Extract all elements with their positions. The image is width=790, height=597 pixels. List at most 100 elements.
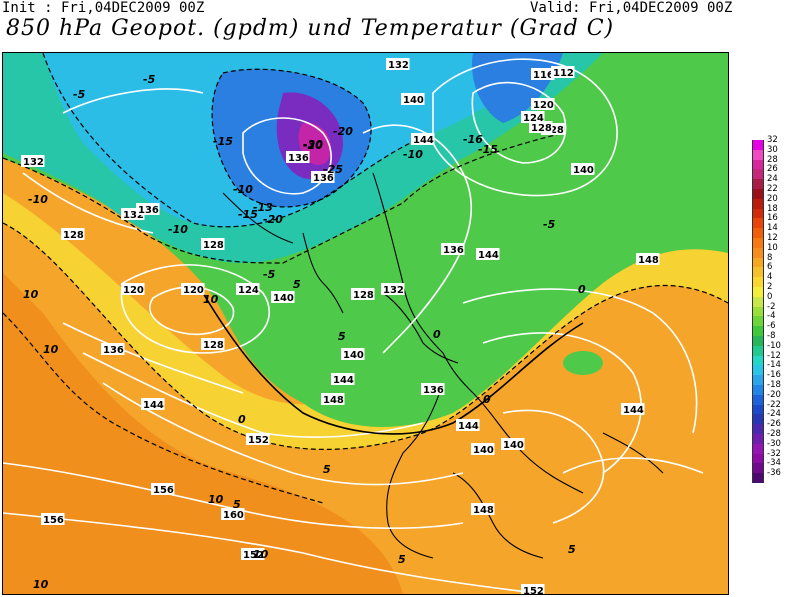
colorbar-label: -12	[767, 350, 781, 361]
height-label: 128	[63, 230, 84, 241]
colorbar-cell	[752, 404, 764, 415]
colorbar-label: -32	[767, 448, 781, 459]
height-label: 128	[353, 290, 374, 301]
temperature-label: -15	[478, 143, 498, 156]
colorbar-label: -26	[767, 419, 781, 430]
colorbar-cell	[752, 345, 764, 356]
temperature-label: -20	[303, 139, 323, 152]
temperature-label: -10	[168, 223, 188, 236]
height-label: 128	[203, 340, 224, 351]
height-label: 160	[223, 510, 244, 521]
colorbar-label: 4	[767, 272, 773, 283]
weather-map: 156 156 160 152 148 148 144 144 144 140 140 136 136 1…	[2, 52, 729, 595]
colorbar-cell	[752, 296, 764, 307]
colorbar-label: -4	[767, 311, 776, 322]
colorbar-label: 18	[767, 203, 778, 214]
temperature-label: -25	[323, 163, 343, 176]
height-label: 120	[123, 285, 144, 296]
height-label: 136	[103, 345, 124, 356]
height-label: 156	[43, 515, 64, 526]
height-label-bg	[471, 443, 495, 455]
colorbar-cell	[752, 443, 764, 454]
colorbar-cell	[752, 365, 764, 376]
temperature-label: 10	[253, 548, 269, 561]
temperature-label: 0	[433, 328, 441, 341]
temperature-label: -10	[233, 183, 253, 196]
colorbar-cell	[752, 306, 764, 317]
zero-isotherm	[202, 292, 584, 435]
init-time: Init : Fri,04DEC2009 00Z	[2, 0, 205, 16]
height-label-bg	[101, 343, 125, 355]
colorbar-label: -2	[767, 301, 776, 312]
height-label: 148	[473, 505, 494, 516]
height-label: 120	[183, 285, 204, 296]
height-label: 144	[333, 375, 354, 386]
height-label: 152	[243, 550, 264, 561]
height-label-bg	[531, 98, 555, 110]
height-label: 144	[143, 400, 164, 411]
colorbar-label: 6	[767, 262, 773, 273]
height-label: 124	[238, 285, 259, 296]
height-label-bg	[501, 438, 525, 450]
colorbar-label: -24	[767, 409, 781, 420]
colorbar-cell	[752, 228, 764, 238]
colorbar-label: 16	[767, 213, 778, 224]
colorbar-cell	[752, 218, 764, 229]
height-label: 112	[553, 68, 574, 79]
temperature-label: -15	[238, 208, 258, 221]
height-label: 140	[473, 445, 494, 456]
height-label-bg	[311, 171, 335, 183]
height-label: 128	[543, 125, 564, 136]
height-label-bg	[476, 248, 500, 260]
colorbar-cell	[752, 326, 764, 336]
height-label: 120	[533, 100, 554, 111]
temperature-contours	[3, 53, 728, 504]
height-label: 140	[273, 293, 294, 304]
colorbar-cell	[752, 198, 764, 209]
temperature-label: -10	[403, 148, 423, 161]
colorbar-label: 8	[767, 252, 773, 263]
height-label: 136	[423, 385, 444, 396]
colorbar-cell	[752, 463, 764, 474]
colorbar-cell	[752, 188, 764, 199]
temperature-label: 5	[338, 330, 346, 343]
height-label-bg	[636, 253, 660, 265]
colorbar-cell	[752, 169, 764, 180]
temperature-label: 5	[568, 543, 576, 556]
height-label: 152	[523, 586, 544, 594]
height-label: 144	[478, 250, 499, 261]
colorbar-label: 10	[767, 242, 778, 253]
height-label-bg	[221, 508, 245, 520]
colorbar-label: -20	[767, 389, 781, 400]
height-label-bg	[181, 283, 205, 295]
height-label-bg	[136, 203, 160, 215]
height-label-bg	[381, 283, 405, 295]
colorbar-label: 26	[767, 164, 778, 175]
temperature-label: -5	[73, 88, 86, 101]
temperature-label: -20	[333, 125, 353, 138]
colorbar-label: -14	[767, 360, 781, 371]
colorbar-cell	[752, 414, 764, 425]
colorbar-cell	[752, 286, 764, 297]
height-label-bg	[246, 433, 270, 445]
height-label-bg	[471, 503, 495, 515]
colorbar-cell	[752, 140, 764, 150]
colorbar-label: -6	[767, 321, 776, 332]
height-label-bg	[141, 398, 165, 410]
height-label-bg	[456, 419, 480, 431]
height-label-bg	[41, 513, 65, 525]
colorbar-cell	[752, 277, 764, 287]
temperature-label: 0	[578, 283, 586, 296]
height-label-bg	[421, 383, 445, 395]
colorbar-cell	[752, 335, 764, 346]
colorbar-cell	[752, 384, 764, 395]
colorbar-label: -10	[767, 340, 781, 351]
height-label: 144	[413, 135, 434, 146]
colorbar-label: 30	[767, 144, 778, 155]
height-label-bg	[386, 58, 410, 70]
colorbar-cell	[752, 267, 764, 278]
height-label: 128	[203, 240, 224, 251]
height-label-bg	[411, 133, 435, 145]
height-label-bg	[236, 283, 260, 295]
colorbar-label: -30	[767, 438, 781, 449]
